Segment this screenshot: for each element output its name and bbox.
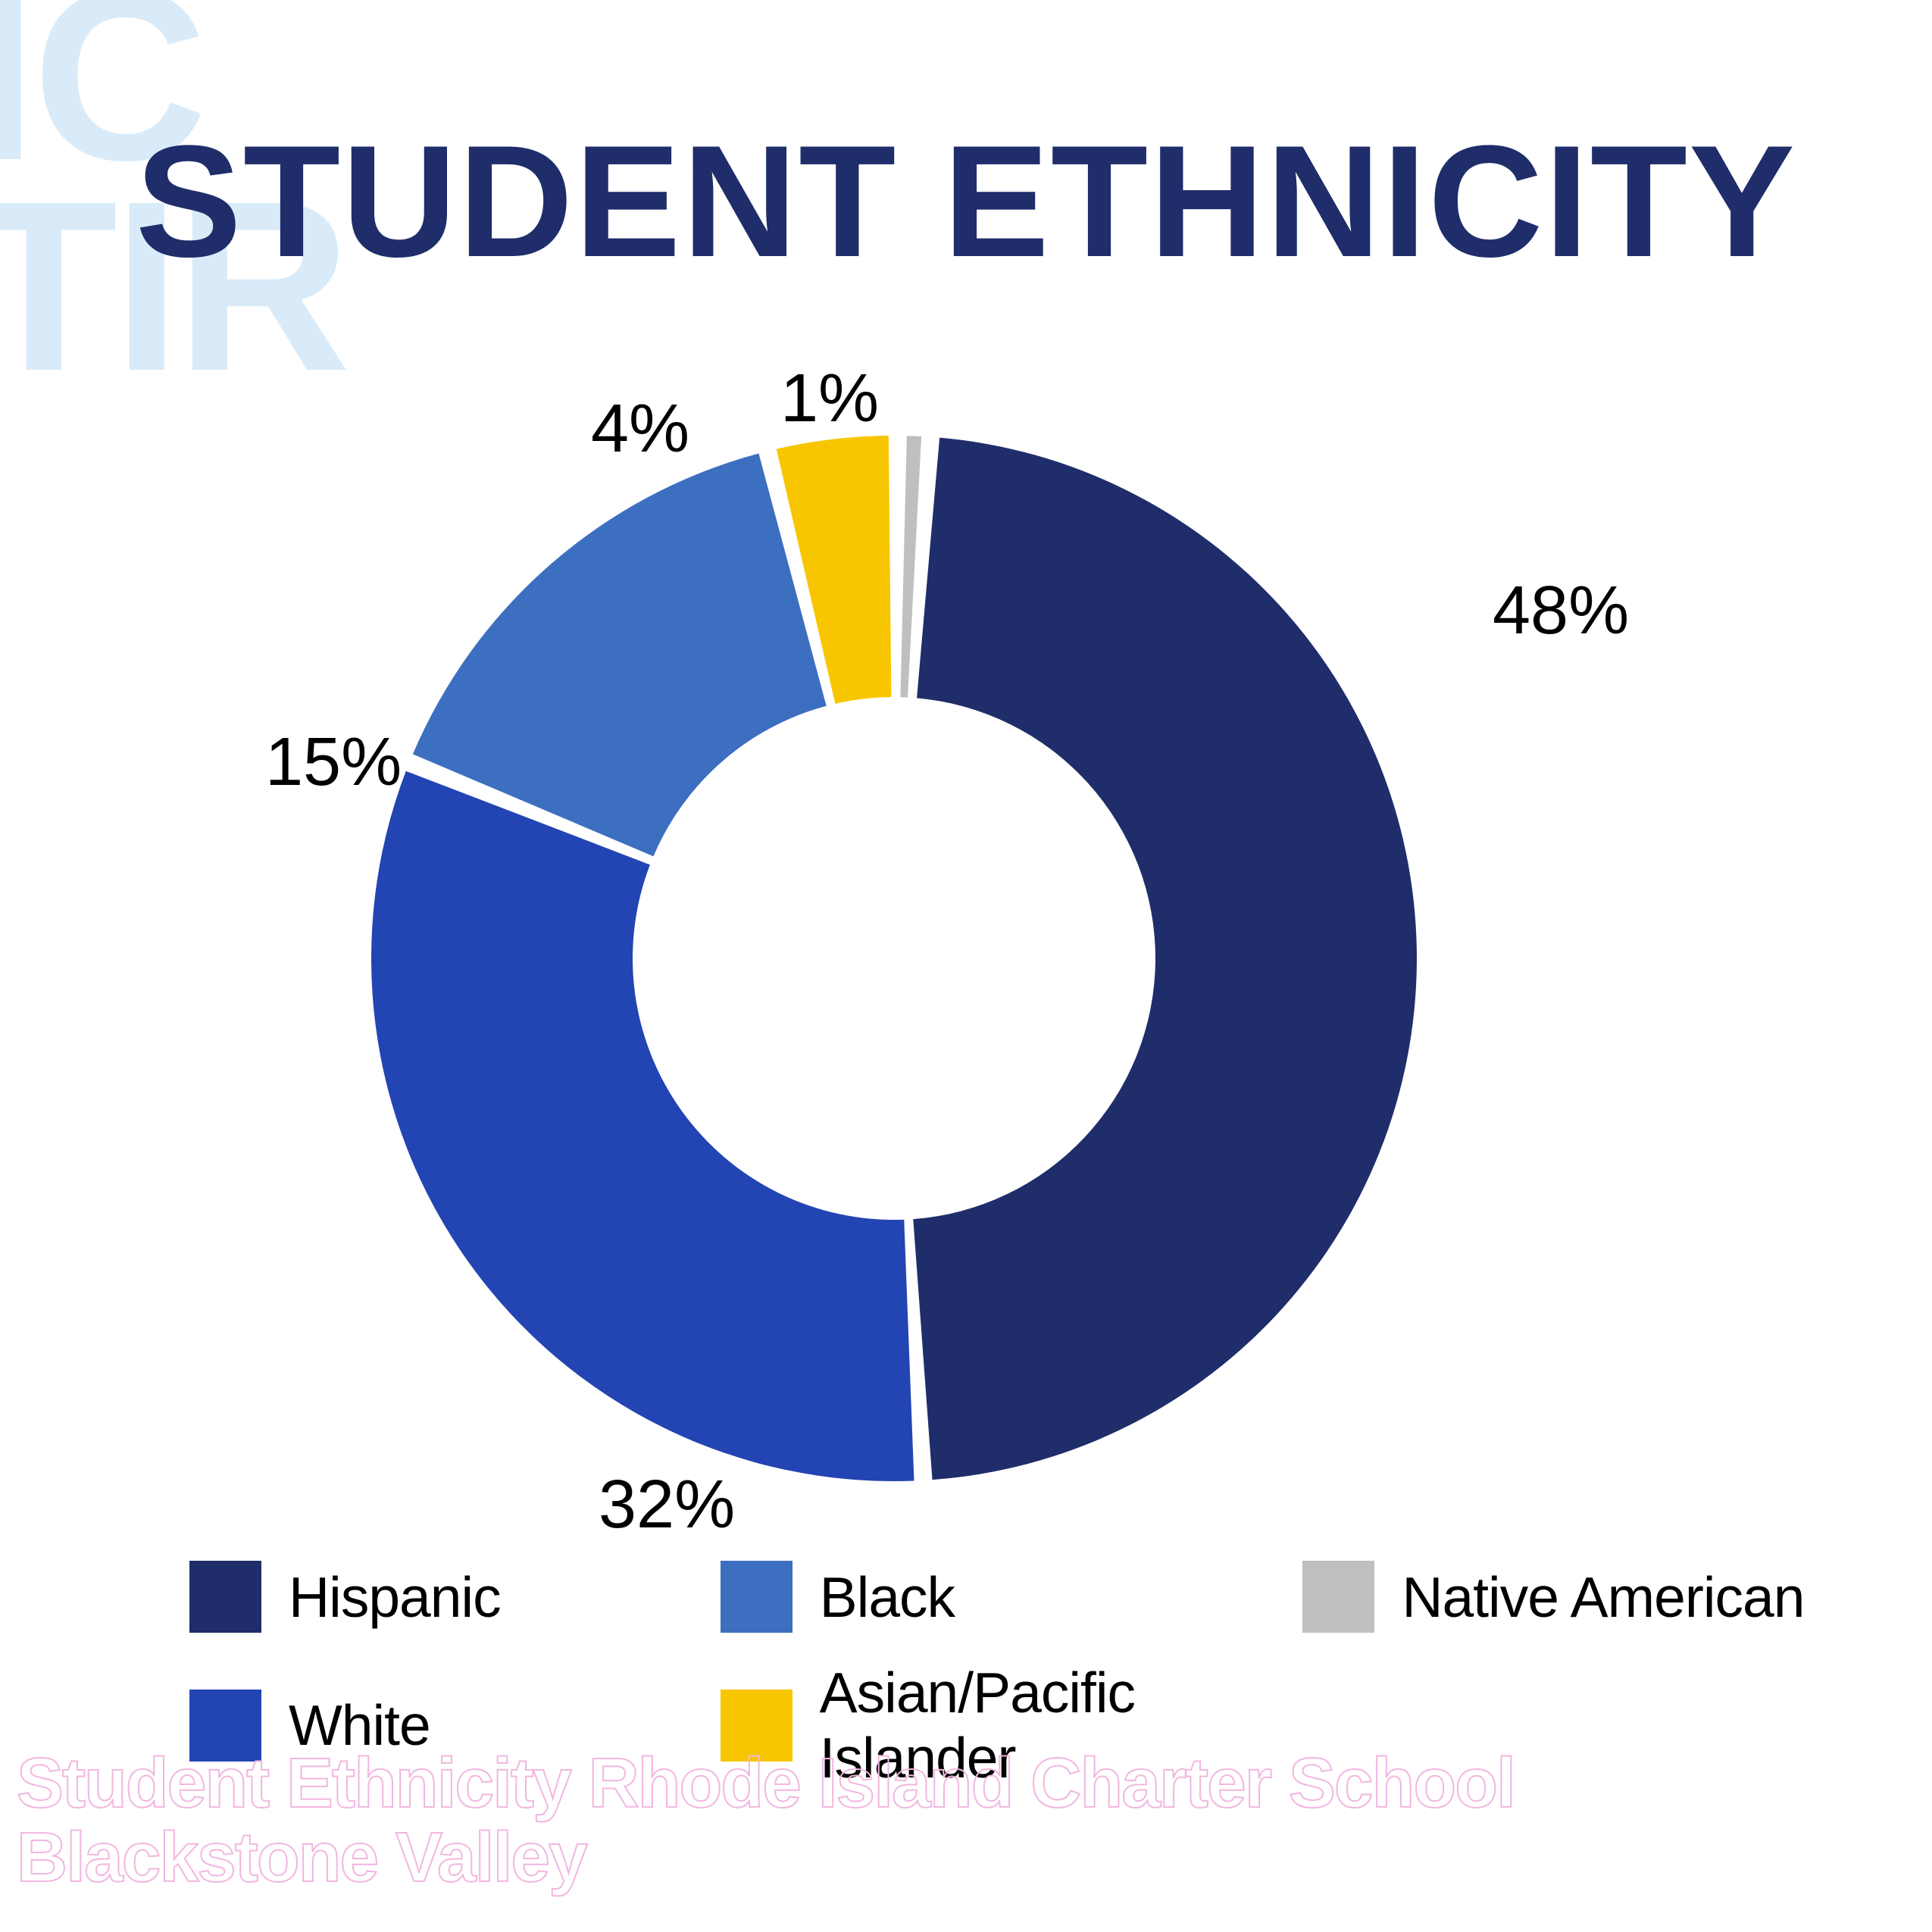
caption: Student Ethnicity Rhode Island Charter S… — [17, 1746, 1515, 1894]
pct-label-hispanic: 48% — [1493, 572, 1629, 650]
legend-swatch-black — [721, 1561, 792, 1633]
slice-black — [413, 454, 827, 857]
legend-item-native_american: Native American — [1302, 1561, 1818, 1633]
legend-label-hispanic: Hispanic — [261, 1565, 501, 1630]
pct-label-asian_pacific: 4% — [591, 390, 689, 468]
legend-swatch-hispanic — [189, 1561, 261, 1633]
caption-line-2: Blackstone Valley — [17, 1818, 586, 1896]
slice-white — [371, 771, 914, 1481]
legend-label-native_american: Native American — [1374, 1565, 1804, 1630]
legend-swatch-native_american — [1302, 1561, 1374, 1633]
page-title: STUDENT ETHNICITY — [0, 110, 1932, 293]
donut-svg — [356, 420, 1432, 1496]
legend-label-black: Black — [792, 1565, 955, 1630]
slice-native_american — [900, 436, 921, 697]
pct-label-white: 32% — [599, 1466, 735, 1544]
donut-chart: 48%32%15%4%1% — [356, 420, 1432, 1496]
pct-label-black: 15% — [265, 724, 402, 802]
caption-line-1: Student Ethnicity Rhode Island Charter S… — [17, 1743, 1515, 1822]
slice-hispanic — [913, 438, 1417, 1480]
legend-item-hispanic: Hispanic — [189, 1561, 705, 1633]
pct-label-native_american: 1% — [780, 360, 879, 438]
legend-item-black: Black — [721, 1561, 1288, 1633]
